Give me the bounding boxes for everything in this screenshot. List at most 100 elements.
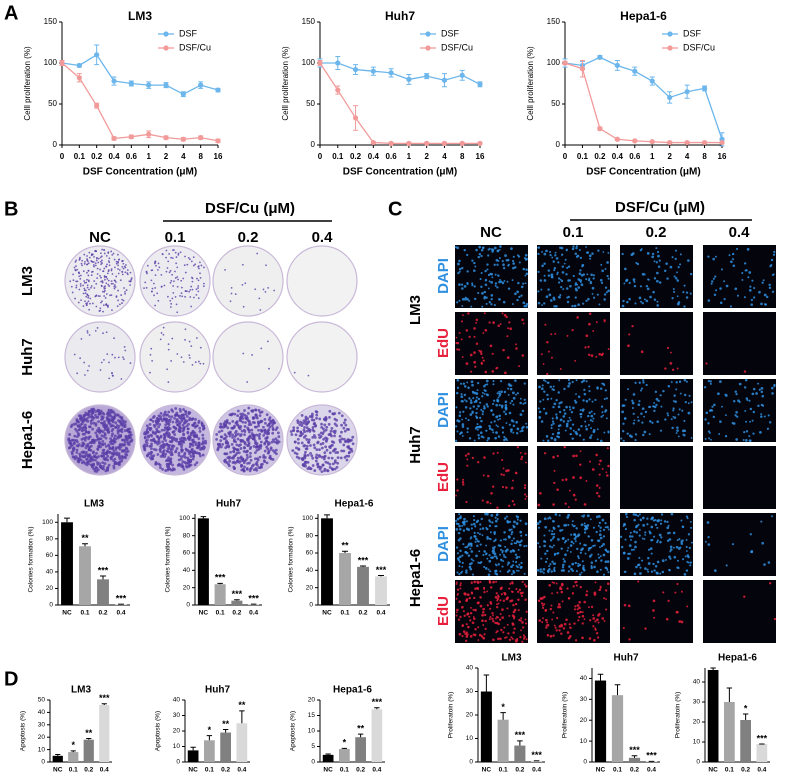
colony (98, 258, 100, 260)
nucleus (595, 454, 598, 457)
nucleus (710, 409, 712, 411)
nucleus (500, 390, 503, 393)
colony (318, 448, 321, 451)
nucleus (559, 529, 562, 532)
chart-title: Hepa1-6 (333, 685, 372, 696)
colony (313, 469, 316, 472)
nucleus (598, 613, 600, 615)
nucleus (502, 552, 504, 554)
nucleus (474, 366, 476, 368)
nucleus (710, 383, 712, 385)
nucleus (676, 426, 679, 429)
colony (101, 285, 103, 287)
colony (343, 421, 346, 424)
nucleus (508, 394, 510, 396)
colony (99, 412, 102, 415)
colony (110, 442, 113, 445)
colony (95, 283, 97, 285)
colony (248, 428, 251, 431)
colony (170, 453, 173, 456)
colony (88, 431, 91, 434)
nucleus (477, 429, 479, 431)
series-line (565, 63, 722, 143)
nucleus (537, 253, 539, 255)
nucleus (498, 435, 500, 437)
colony (81, 338, 83, 340)
nucleus (602, 414, 604, 416)
colony (198, 279, 200, 281)
colony (253, 438, 256, 441)
colony (95, 470, 98, 473)
nucleus (637, 515, 639, 517)
nucleus (456, 598, 458, 600)
x-tick-label: 0.2 (594, 152, 606, 161)
nucleus (554, 439, 556, 441)
legend-marker (163, 45, 168, 50)
nucleus (573, 430, 575, 432)
colony (158, 418, 161, 421)
nucleus (626, 301, 628, 303)
colony (242, 264, 244, 266)
nucleus (666, 526, 669, 529)
nucleus (518, 564, 520, 566)
marker (685, 140, 690, 145)
colony (184, 339, 186, 341)
nucleus (662, 571, 665, 574)
error-bar (102, 704, 107, 705)
nucleus (634, 541, 637, 544)
nucleus (496, 513, 499, 516)
nucleus (495, 416, 498, 419)
colony (118, 420, 121, 423)
nucleus (577, 303, 580, 306)
nucleus (550, 570, 552, 572)
nucleus (640, 285, 642, 287)
nucleus (746, 430, 748, 432)
nucleus (507, 597, 509, 599)
nucleus (497, 260, 499, 262)
nucleus (597, 294, 599, 296)
nucleus (656, 527, 658, 529)
nucleus (558, 277, 560, 279)
marker (424, 74, 429, 79)
nucleus (492, 581, 495, 584)
legend-marker (163, 31, 168, 36)
nucleus (490, 303, 492, 305)
nucleus (479, 350, 482, 353)
nucleus (575, 431, 578, 434)
colony (181, 436, 184, 439)
nucleus (636, 531, 638, 533)
colony (121, 430, 124, 433)
colony (179, 410, 182, 413)
x-tick-label: 0.1 (340, 610, 349, 617)
nucleus (539, 411, 542, 414)
nucleus (486, 501, 489, 504)
nucleus (489, 301, 491, 303)
nucleus (607, 252, 609, 254)
nucleus (506, 548, 509, 551)
colony (246, 450, 249, 453)
bar (68, 752, 78, 762)
nucleus (457, 379, 460, 382)
panel-label: A (4, 2, 18, 24)
nucleus (564, 553, 567, 556)
nucleus (551, 357, 553, 359)
nucleus (772, 291, 774, 293)
colony (322, 464, 325, 467)
y-axis-label: Apoptosis (%) (20, 711, 27, 751)
colony (325, 429, 328, 432)
colony (231, 443, 234, 446)
nucleus (514, 292, 517, 295)
colony (90, 287, 92, 289)
colony (306, 445, 309, 448)
nucleus (573, 494, 576, 497)
bar (355, 737, 366, 762)
y-tick-label: 0 (311, 759, 315, 766)
colony (191, 260, 193, 262)
nucleus (660, 406, 662, 408)
x-tick-label: 1 (650, 152, 655, 161)
colony (188, 412, 191, 415)
colony (83, 280, 85, 282)
colony (106, 255, 108, 257)
nucleus (596, 632, 598, 634)
